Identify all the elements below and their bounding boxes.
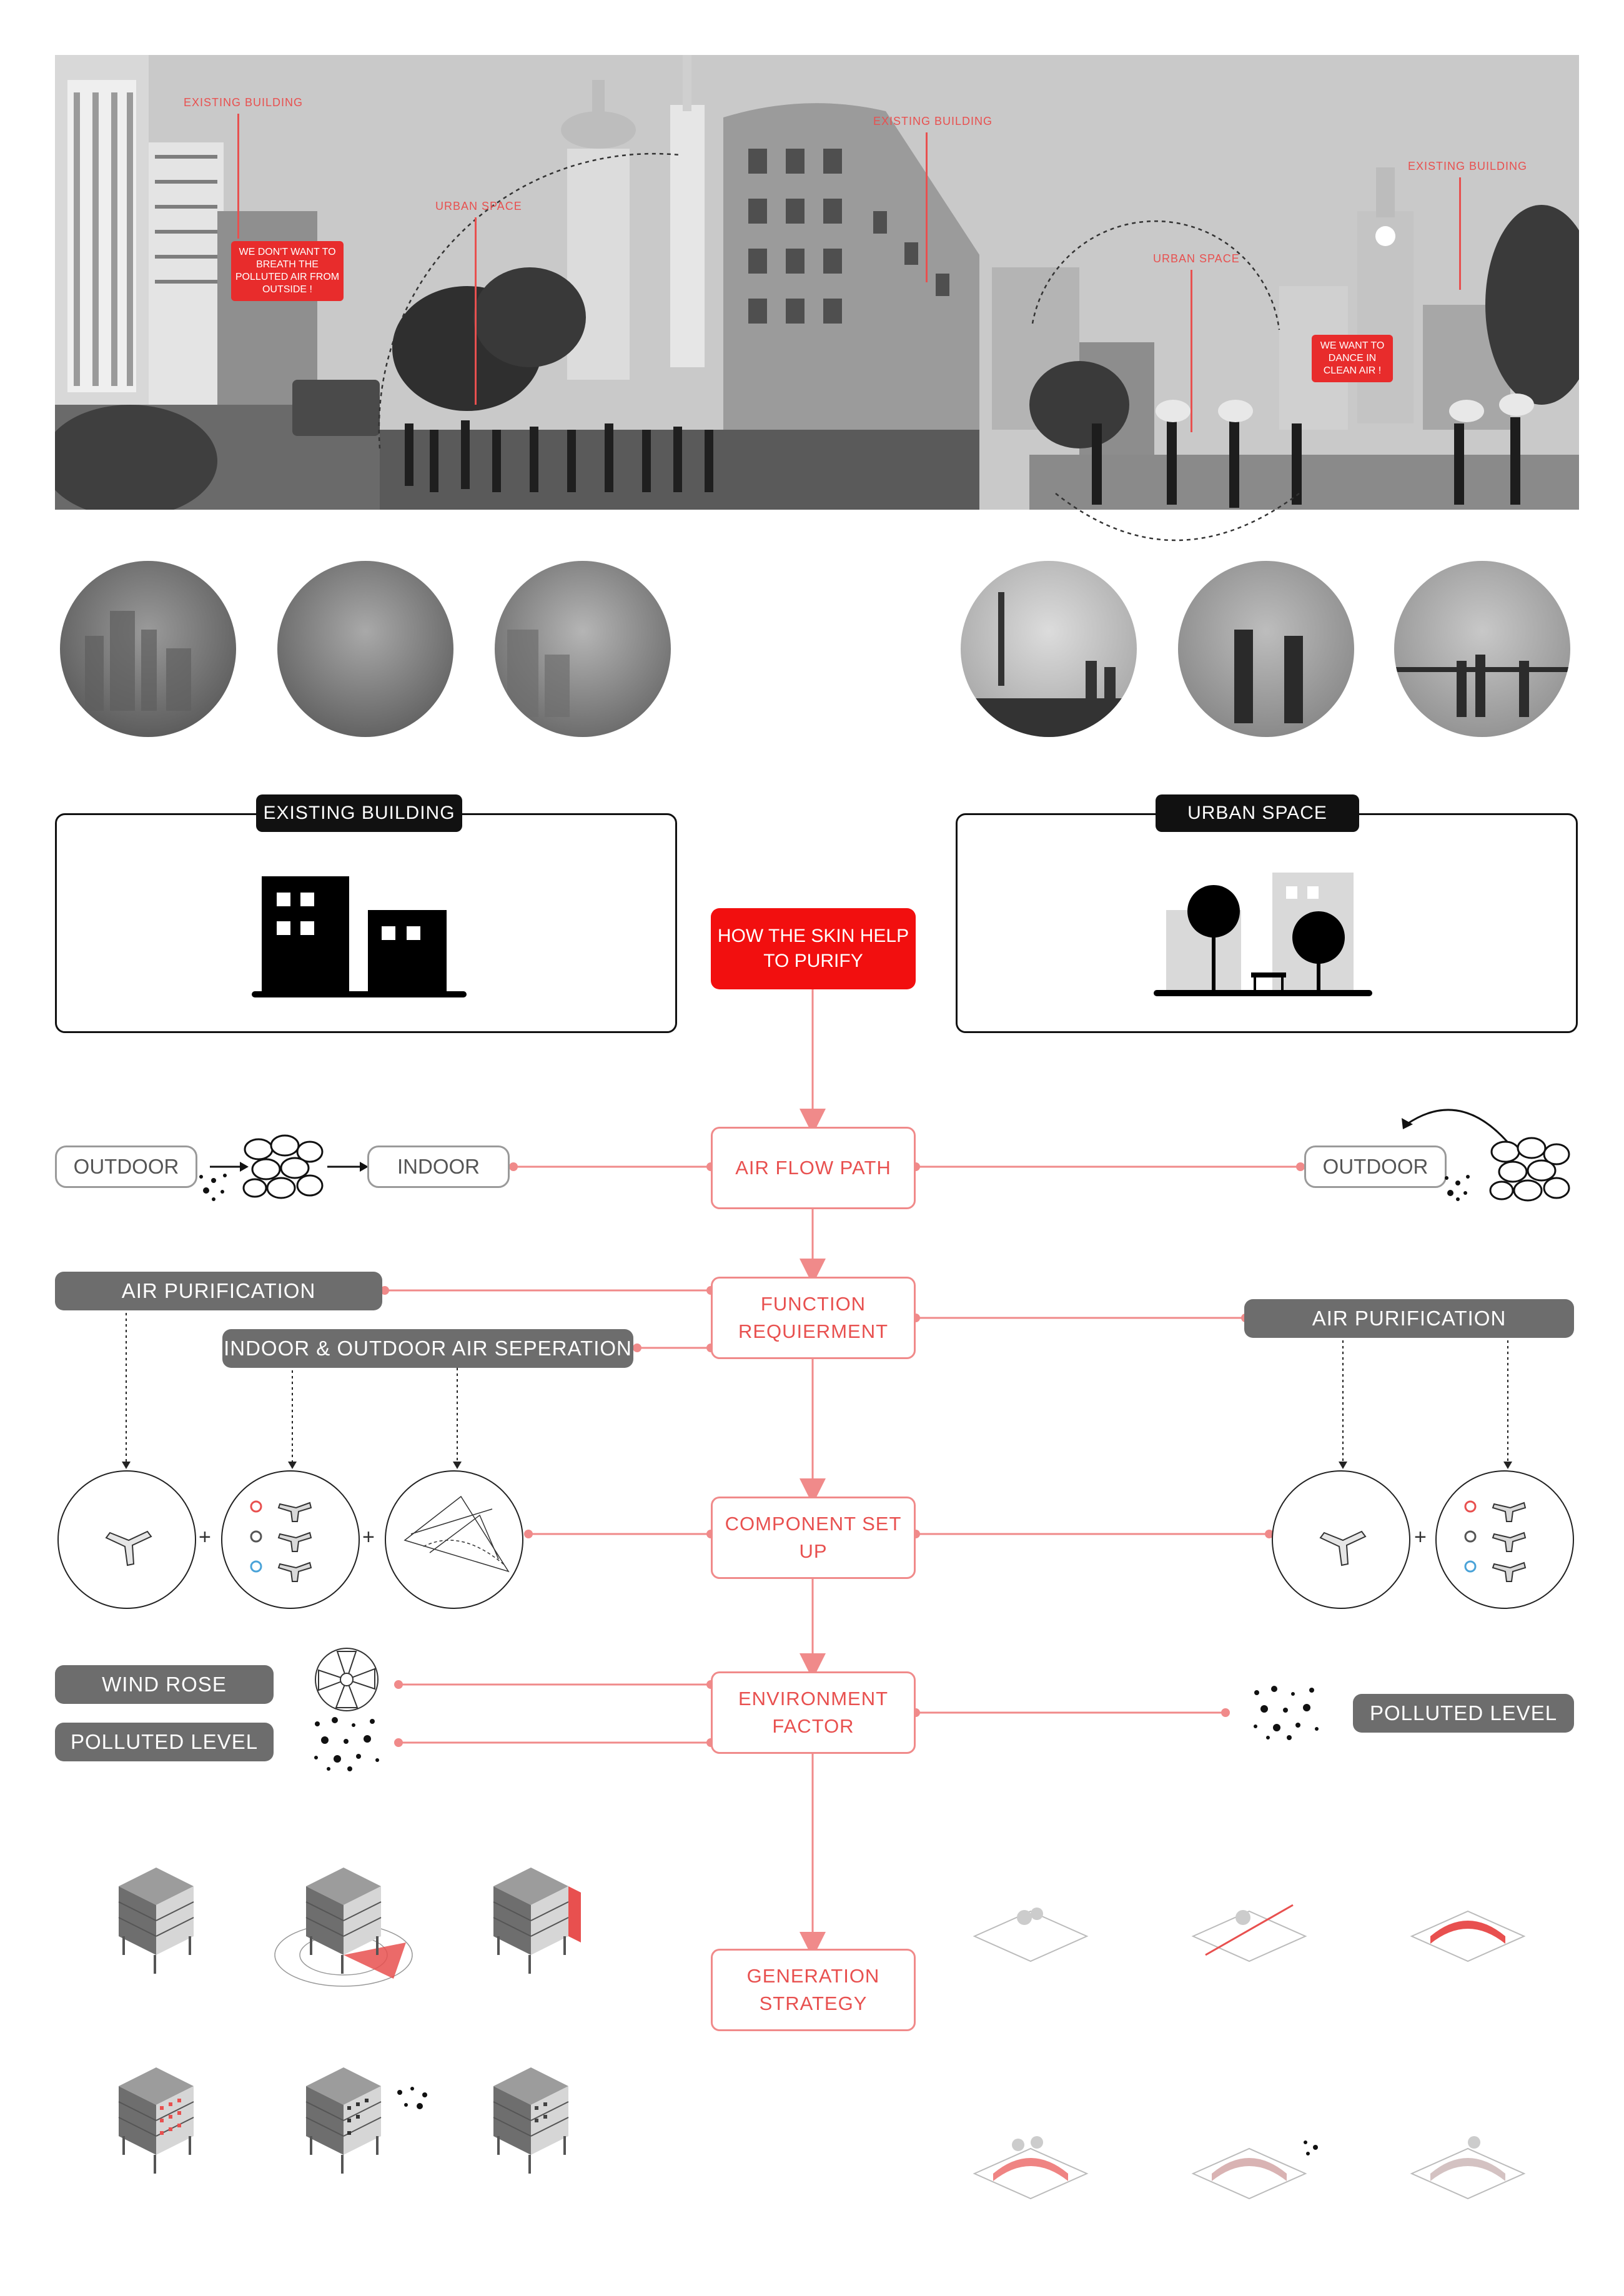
label-existing-building-2: EXISTING BUILDING <box>873 115 993 127</box>
smog-skyline <box>85 611 191 711</box>
smog-photo-1 <box>60 561 236 737</box>
existing-building-box <box>55 813 677 1033</box>
flow-generation-strategy: GENERATION STRATEGY <box>711 1949 916 2031</box>
label-urban-space-1: URBAN SPACE <box>435 200 522 212</box>
dancers-photo <box>1178 561 1354 737</box>
plus-sign: + <box>1414 1525 1427 1549</box>
leader-line <box>1191 270 1192 432</box>
particles-icon <box>1445 1175 1470 1201</box>
leader-line <box>926 132 928 282</box>
plus-sign: + <box>362 1525 375 1549</box>
building-icon <box>252 876 467 997</box>
smog-skyline <box>507 630 570 717</box>
leader-line <box>1459 177 1461 290</box>
env-wind-rose: WIND ROSE <box>55 1665 274 1704</box>
component-color-modules-right <box>1435 1470 1574 1609</box>
voronoi-skin-icon <box>242 1134 324 1199</box>
leader-line <box>237 114 239 239</box>
leader-line <box>475 217 477 405</box>
urban-space-icon <box>1154 873 1372 996</box>
air-flow-right-outdoor: OUTDOOR <box>1304 1146 1447 1188</box>
air-flow-left-outdoor: OUTDOOR <box>55 1146 197 1188</box>
bund-photo-1 <box>961 561 1137 737</box>
label-existing-building-3: EXISTING BUILDING <box>1408 160 1528 172</box>
pollution-dots-icon <box>314 1717 379 1771</box>
smog-photo-2 <box>277 561 453 737</box>
flow-air-flow-path: AIR FLOW PATH <box>711 1127 916 1209</box>
existing-building-title: EXISTING BUILDING <box>256 794 462 832</box>
function-left-air-purification: AIR PURIFICATION <box>55 1272 382 1310</box>
function-left-separation: INDOOR & OUTDOOR AIR SEPERATION <box>222 1329 633 1368</box>
label-existing-building-1: EXISTING BUILDING <box>184 96 304 109</box>
component-geometry <box>385 1470 523 1609</box>
urban-space-title: URBAN SPACE <box>1156 794 1359 832</box>
pollution-dots-icon <box>1254 1686 1319 1740</box>
component-color-modules <box>221 1470 360 1609</box>
env-polluted-level-left: POLLUTED LEVEL <box>55 1723 274 1761</box>
voronoi-skin-icon <box>1489 1137 1570 1202</box>
promenade-photo <box>1394 561 1570 737</box>
geometry-icon <box>404 1495 510 1573</box>
color-modules-icon <box>1464 1500 1527 1582</box>
plus-sign: + <box>199 1525 211 1549</box>
flow-environment-factor: ENVIRONMENT FACTOR <box>711 1671 916 1754</box>
dancers-scene <box>1234 630 1303 723</box>
flow-component-set-up: COMPONENT SET UP <box>711 1497 916 1579</box>
street-photo-collage <box>55 55 1579 510</box>
building-generation-diagrams <box>118 1867 581 2174</box>
promenade-scene <box>1394 655 1570 717</box>
urban-space-box <box>956 813 1578 1033</box>
particles-icon <box>199 1174 227 1201</box>
function-right-air-purification: AIR PURIFICATION <box>1244 1299 1574 1338</box>
street-photo-collage-art <box>55 55 1579 510</box>
flow-function-requirement: FUNCTION REQUIERMENT <box>711 1277 916 1359</box>
label-urban-space-2: URBAN SPACE <box>1153 252 1240 265</box>
y-module-icon <box>1319 1530 1367 1566</box>
color-modules-icon <box>250 1500 312 1582</box>
env-polluted-level-right: POLLUTED LEVEL <box>1353 1694 1574 1733</box>
component-y-module-right <box>1272 1470 1410 1609</box>
y-module-icon <box>105 1530 152 1566</box>
wind-rose-icon <box>315 1648 379 1711</box>
smog-photo-3 <box>495 561 671 737</box>
air-flow-left-indoor: INDOOR <box>367 1146 510 1188</box>
speech-bubble-right: WE WANT TO DANCE IN CLEAN AIR ! <box>1312 335 1393 382</box>
urban-generation-diagrams <box>974 1904 1525 2199</box>
speech-bubble-left: WE DON'T WANT TO BREATH THE POLLUTED AIR… <box>231 241 344 301</box>
flow-header: HOW THE SKIN HELP TO PURIFY <box>711 908 916 989</box>
component-y-module <box>57 1470 196 1609</box>
urban-space-dashed-arc <box>1055 492 1300 542</box>
